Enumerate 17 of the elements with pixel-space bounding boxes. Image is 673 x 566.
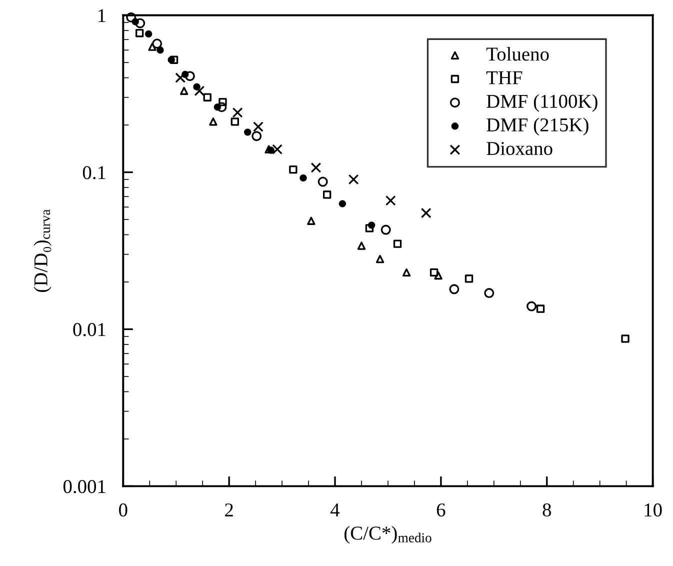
legend-label: Tolueno [486, 47, 549, 61]
x-tick-label: 10 [644, 503, 662, 517]
x-tick-label: 4 [330, 504, 340, 516]
x-tick-label: 0 [119, 503, 128, 517]
y-axis-title: (D/D₀)$_{curva}$ [34, 209, 52, 292]
x-tick-label: 6 [436, 503, 446, 517]
legend-label: DMF (1100K) [486, 94, 598, 112]
y-tick-label: 0.01 [73, 323, 106, 336]
x-tick-label: 8 [542, 503, 551, 517]
legend-label: THF [486, 71, 522, 84]
y-tick-label: 0.1 [82, 166, 106, 180]
y-tick-label: 0.001 [63, 480, 106, 494]
y-tick-label: 1 [98, 9, 106, 22]
legend-label: Dioxano [486, 142, 552, 156]
x-tick-label: 2 [225, 503, 233, 516]
legend-label: DMF (215K) [486, 118, 588, 136]
x-axis-title: (C/C*)$_{medio}$ [344, 526, 432, 544]
